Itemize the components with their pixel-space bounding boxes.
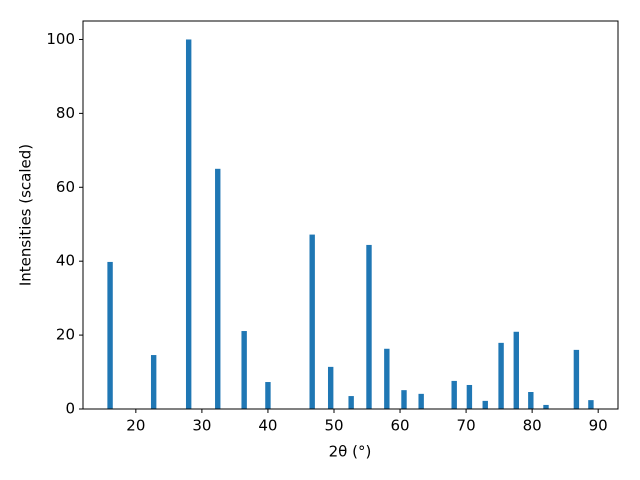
x-tick-label: 60 bbox=[390, 417, 409, 435]
x-axis-label: 2θ (°) bbox=[329, 443, 372, 461]
y-axis-label: Intensities (scaled) bbox=[17, 144, 35, 286]
x-tick-label: 30 bbox=[192, 417, 211, 435]
y-tick-label: 100 bbox=[46, 30, 75, 48]
bar bbox=[588, 400, 594, 409]
bar bbox=[543, 404, 549, 409]
bar bbox=[241, 331, 247, 409]
bar bbox=[418, 393, 424, 409]
bar bbox=[309, 234, 315, 409]
y-tick-label: 20 bbox=[56, 326, 75, 344]
bar bbox=[150, 355, 157, 409]
x-tick-label: 50 bbox=[324, 417, 343, 435]
bar bbox=[185, 39, 192, 409]
bar bbox=[366, 244, 372, 409]
bar bbox=[107, 261, 113, 409]
y-tick-label: 0 bbox=[65, 400, 75, 418]
bar bbox=[482, 400, 488, 409]
x-tick-label: 90 bbox=[589, 417, 608, 435]
bar bbox=[513, 331, 519, 409]
bar bbox=[384, 348, 390, 409]
plot-frame bbox=[82, 20, 619, 410]
x-tick-label: 70 bbox=[457, 417, 476, 435]
x-tick-label: 80 bbox=[523, 417, 542, 435]
bar bbox=[466, 384, 473, 409]
y-tick-label: 60 bbox=[56, 178, 75, 196]
x-tick-label: 40 bbox=[258, 417, 277, 435]
bar bbox=[573, 349, 580, 409]
y-tick-label: 40 bbox=[56, 252, 75, 270]
bar bbox=[528, 392, 534, 409]
bar bbox=[215, 168, 221, 409]
x-tick-label: 20 bbox=[126, 417, 145, 435]
bar bbox=[265, 382, 271, 409]
bar bbox=[401, 390, 407, 409]
bar bbox=[498, 342, 504, 409]
bar bbox=[348, 396, 354, 409]
bar bbox=[327, 366, 334, 409]
bar bbox=[451, 380, 457, 409]
y-tick-label: 80 bbox=[56, 104, 75, 122]
